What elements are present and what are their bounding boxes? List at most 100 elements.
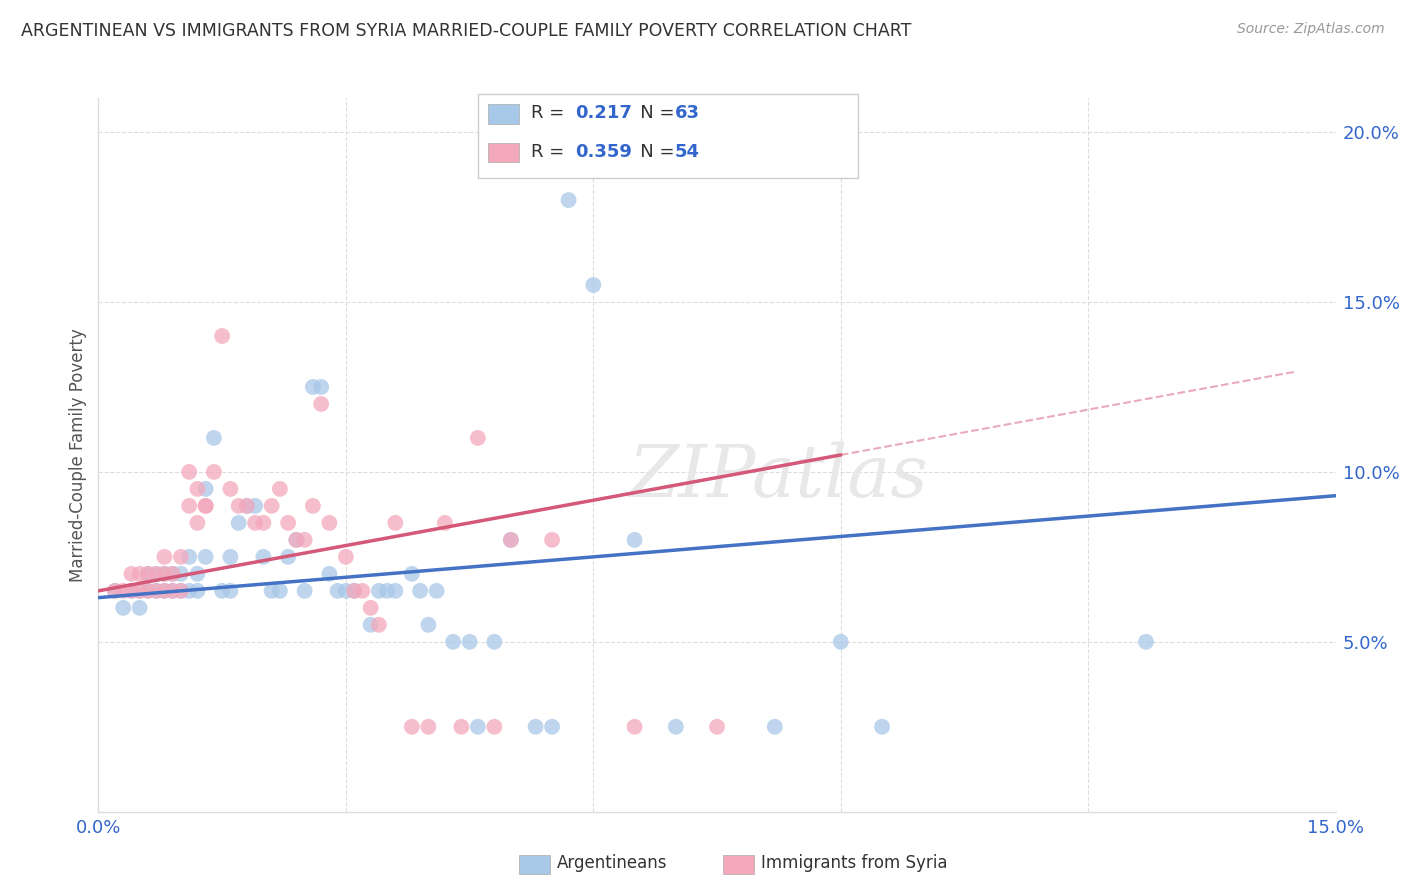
Text: Source: ZipAtlas.com: Source: ZipAtlas.com (1237, 22, 1385, 37)
Point (260, 499, 283, 513)
Point (194, 499, 217, 513)
Point (418, 617, 440, 632)
Point (467, 720, 489, 734)
Point (499, 533, 522, 547)
Point (153, 583, 176, 598)
Point (104, 583, 127, 598)
Y-axis label: Married-Couple Family Poverty: Married-Couple Family Poverty (69, 328, 87, 582)
Text: Argentineans: Argentineans (557, 855, 668, 872)
Point (186, 566, 208, 581)
Point (128, 583, 150, 598)
Point (228, 499, 250, 513)
Point (343, 583, 366, 598)
Point (179, 549, 201, 564)
Point (128, 600, 150, 615)
Text: 0.359: 0.359 (575, 143, 631, 161)
Point (384, 583, 406, 598)
Point (318, 516, 340, 530)
Point (112, 600, 135, 615)
Point (484, 720, 506, 734)
Point (582, 278, 605, 293)
Point (202, 431, 225, 445)
Point (302, 380, 325, 394)
Point (170, 566, 193, 581)
Point (458, 635, 481, 649)
Point (384, 516, 406, 530)
Point (706, 720, 728, 734)
Point (153, 549, 176, 564)
Point (335, 549, 357, 564)
Point (145, 583, 167, 598)
Point (211, 329, 233, 343)
Point (763, 720, 786, 734)
Point (120, 583, 142, 598)
Point (211, 583, 233, 598)
Point (665, 720, 688, 734)
Point (623, 720, 645, 734)
Text: R =: R = (531, 104, 571, 122)
Point (285, 533, 308, 547)
Point (170, 549, 193, 564)
Point (252, 516, 274, 530)
Point (870, 720, 893, 734)
Point (128, 583, 150, 598)
Point (426, 583, 449, 598)
Point (145, 583, 167, 598)
Point (252, 549, 274, 564)
Text: Immigrants from Syria: Immigrants from Syria (761, 855, 948, 872)
Point (120, 566, 142, 581)
Point (294, 583, 316, 598)
Point (360, 617, 382, 632)
Point (1135, 635, 1157, 649)
Point (104, 583, 127, 598)
Point (557, 193, 579, 207)
Text: N =: N = (623, 104, 681, 122)
Point (179, 583, 201, 598)
Point (450, 720, 472, 734)
Point (162, 583, 184, 598)
Point (302, 499, 325, 513)
Point (153, 583, 176, 598)
Point (145, 566, 167, 581)
Point (128, 566, 150, 581)
Point (170, 583, 193, 598)
Point (136, 583, 159, 598)
Point (524, 720, 547, 734)
Text: N =: N = (623, 143, 681, 161)
Point (120, 583, 142, 598)
Point (277, 549, 299, 564)
Text: 54: 54 (675, 143, 700, 161)
Point (830, 635, 852, 649)
Point (194, 482, 217, 496)
Point (309, 397, 332, 411)
Point (352, 583, 374, 598)
Point (343, 583, 366, 598)
Point (401, 566, 423, 581)
Point (467, 431, 489, 445)
Point (541, 720, 564, 734)
Text: ARGENTINEAN VS IMMIGRANTS FROM SYRIA MARRIED-COUPLE FAMILY POVERTY CORRELATION C: ARGENTINEAN VS IMMIGRANTS FROM SYRIA MAR… (21, 22, 911, 40)
Point (186, 516, 208, 530)
Point (153, 566, 176, 581)
Point (228, 516, 250, 530)
Point (153, 566, 176, 581)
Point (202, 465, 225, 479)
Text: 0.217: 0.217 (575, 104, 631, 122)
Point (418, 720, 440, 734)
Point (335, 583, 357, 598)
Point (326, 583, 349, 598)
Point (236, 499, 259, 513)
Point (194, 499, 217, 513)
Point (360, 600, 382, 615)
Point (179, 465, 201, 479)
Point (186, 482, 208, 496)
Point (162, 583, 184, 598)
Point (186, 583, 208, 598)
Point (433, 516, 456, 530)
Point (219, 482, 242, 496)
Point (409, 583, 432, 598)
Point (236, 499, 259, 513)
Point (136, 566, 159, 581)
Point (318, 566, 340, 581)
Point (441, 635, 464, 649)
